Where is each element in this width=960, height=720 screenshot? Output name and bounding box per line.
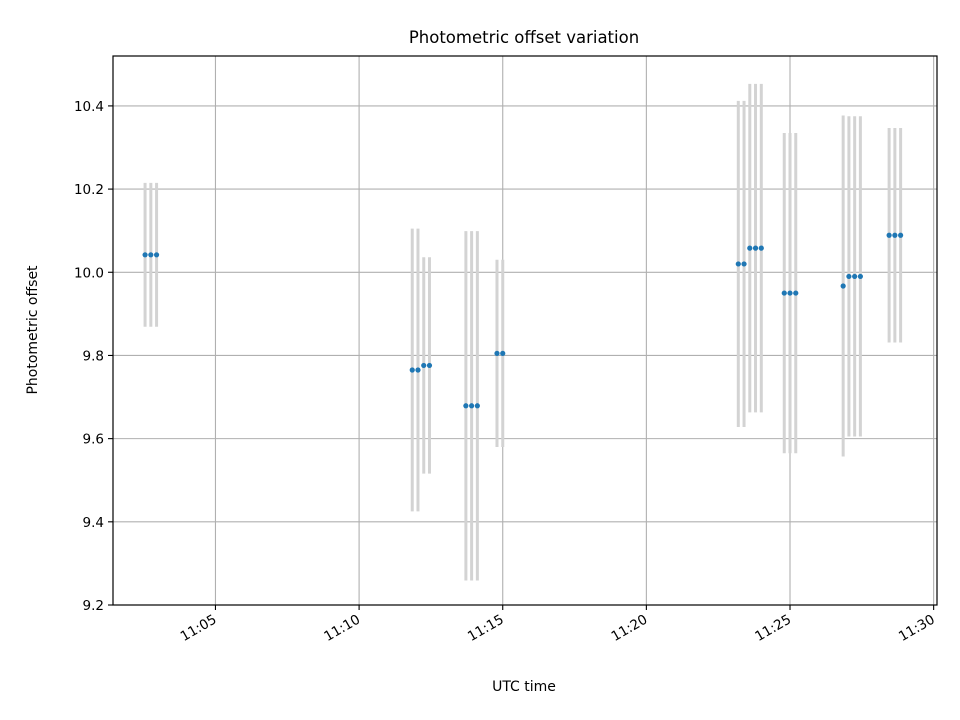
y-tick-label: 10.2 (74, 182, 104, 198)
data-point (781, 290, 787, 296)
data-point (148, 252, 154, 258)
data-point (758, 245, 764, 251)
data-point (852, 273, 858, 280)
data-point (409, 367, 415, 373)
data-point (469, 403, 475, 409)
data-point (142, 252, 148, 258)
data-point (463, 403, 469, 409)
y-axis-label: Photometric offset (25, 265, 41, 395)
data-point (886, 232, 892, 238)
data-point (857, 273, 863, 280)
y-tick-label: 9.4 (83, 515, 104, 531)
data-point (741, 261, 747, 267)
data-point (840, 283, 846, 289)
data-points (142, 232, 904, 409)
data-point (846, 273, 852, 280)
y-tick-label: 10.0 (74, 265, 104, 281)
y-tick-label: 9.2 (83, 598, 104, 614)
x-axis-label: UTC time (492, 679, 556, 695)
data-point (735, 261, 741, 267)
data-point (898, 232, 904, 238)
data-point (426, 362, 433, 369)
y-tick-label: 9.6 (83, 432, 104, 448)
data-point (892, 232, 898, 238)
y-tick-label: 9.8 (83, 348, 104, 364)
data-point (500, 350, 506, 356)
chart-title: Photometric offset variation (409, 28, 639, 47)
data-point (793, 290, 799, 296)
data-point (421, 362, 427, 369)
data-point (752, 245, 759, 251)
data-point (153, 252, 160, 258)
data-point (787, 290, 793, 296)
plot-frame (112, 55, 938, 606)
data-point (494, 350, 500, 356)
y-tick-label: 10.4 (74, 99, 104, 115)
data-point (474, 403, 480, 409)
data-point (747, 245, 753, 251)
data-point (415, 367, 421, 373)
